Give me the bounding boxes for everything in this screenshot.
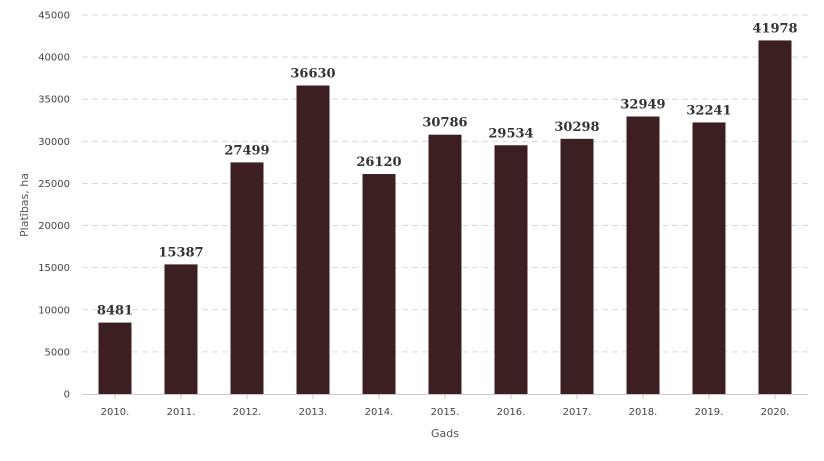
- x-tick-label: 2011.: [167, 407, 196, 418]
- y-tick-label: 5000: [45, 347, 70, 358]
- data-label: 30298: [554, 120, 599, 135]
- data-label: 32949: [620, 97, 665, 112]
- x-tick-label: 2018.: [629, 407, 658, 418]
- x-axis-title: Gads: [431, 427, 459, 440]
- y-tick-label: 20000: [38, 221, 70, 232]
- axes: 0 5000 10000 15000 20000 25000 30000 35000 40000…: [38, 11, 808, 418]
- bar: [98, 322, 132, 394]
- x-tick-label: 2019.: [695, 407, 724, 418]
- bar: [362, 174, 396, 394]
- y-axis-title: Platības, ha: [18, 173, 31, 237]
- bar: [296, 85, 330, 394]
- bar: [428, 134, 462, 394]
- y-tick-label: 15000: [38, 263, 70, 274]
- y-tick-label: 35000: [38, 95, 70, 106]
- x-tick-label: 2020.: [761, 407, 790, 418]
- y-tick-label: 0: [64, 390, 70, 401]
- y-tick-label: 10000: [38, 305, 70, 316]
- bar: [758, 40, 792, 394]
- bar: [494, 145, 528, 394]
- y-tick-label: 40000: [38, 53, 70, 64]
- y-tick-label: 45000: [38, 11, 70, 22]
- bar: [560, 138, 594, 394]
- data-label: 29534: [488, 126, 533, 141]
- bars: [98, 40, 792, 394]
- x-tick-label: 2010.: [101, 407, 130, 418]
- bar: [692, 122, 726, 394]
- x-tick-label: 2013.: [299, 407, 328, 418]
- x-tick-label: 2014.: [365, 407, 394, 418]
- y-tick-label: 30000: [38, 137, 70, 148]
- bar: [230, 162, 264, 394]
- data-label: 8481: [97, 304, 133, 319]
- data-label: 36630: [290, 66, 335, 81]
- x-tick-label: 2016.: [497, 407, 526, 418]
- data-label: 15387: [158, 245, 203, 260]
- y-tick-label: 25000: [38, 179, 70, 190]
- data-label: 27499: [224, 143, 269, 158]
- x-tick-label: 2015.: [431, 407, 460, 418]
- x-tick-label: 2012.: [233, 407, 262, 418]
- data-label: 41978: [752, 21, 797, 36]
- x-tick-label: 2017.: [563, 407, 592, 418]
- data-labels: 8481 15387 27499 36630 26120 30786 29534 30298 3…: [97, 21, 798, 318]
- data-label: 30786: [422, 116, 467, 131]
- bar: [164, 264, 198, 394]
- bar: [626, 116, 660, 394]
- data-label: 32241: [686, 103, 731, 118]
- data-label: 26120: [356, 155, 401, 170]
